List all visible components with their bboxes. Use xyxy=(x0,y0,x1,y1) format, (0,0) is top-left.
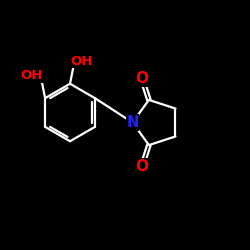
Text: OH: OH xyxy=(70,55,92,68)
Text: N: N xyxy=(126,115,139,130)
Text: O: O xyxy=(136,158,148,174)
Text: O: O xyxy=(136,72,148,86)
Text: OH: OH xyxy=(20,69,42,82)
